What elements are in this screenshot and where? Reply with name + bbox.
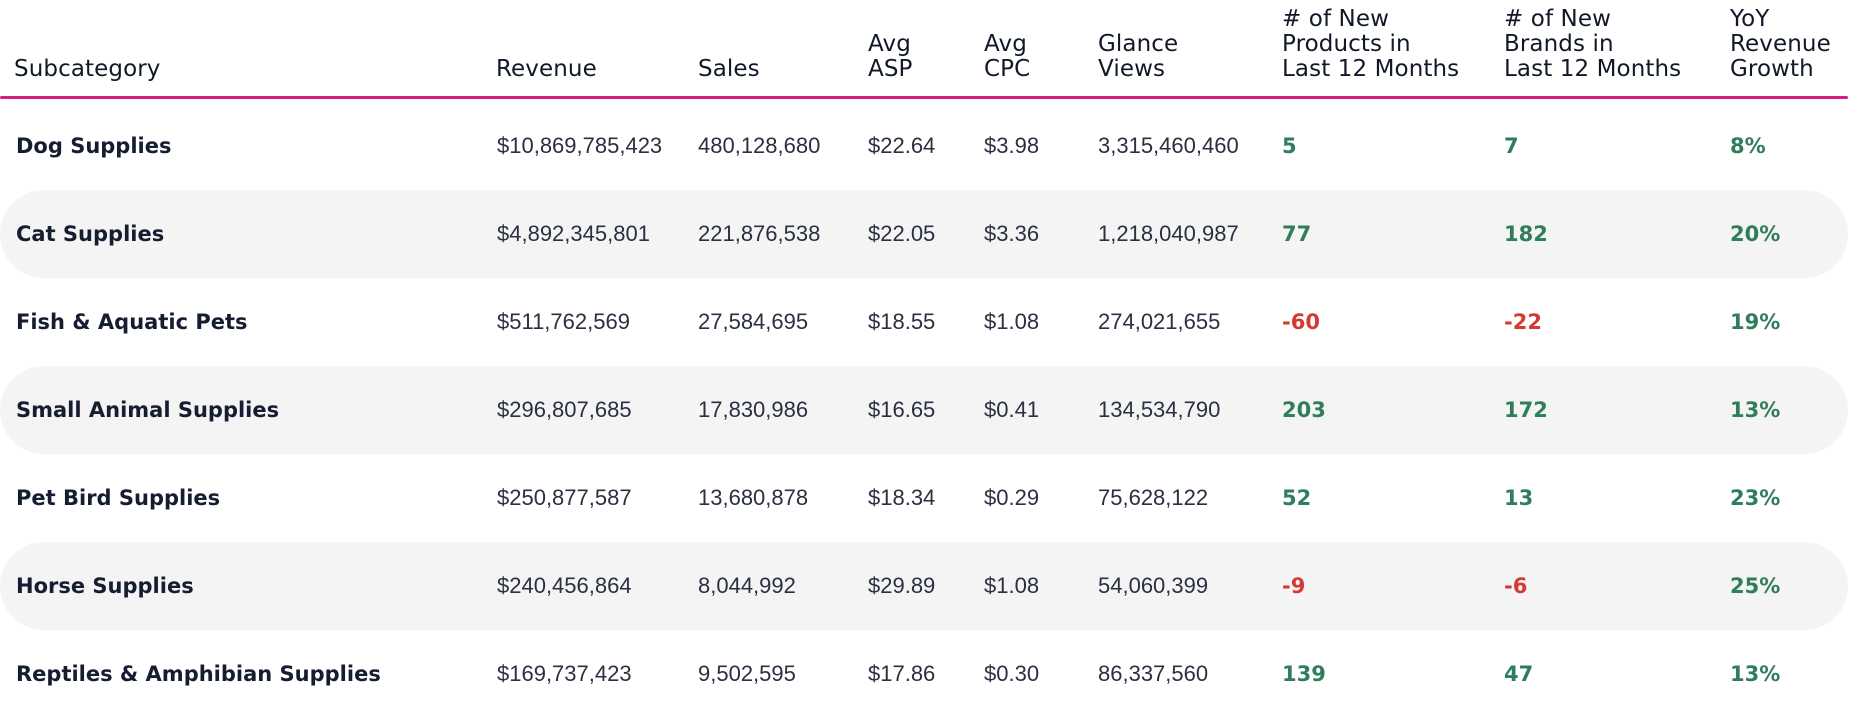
cell-new-brands: -6 <box>1504 574 1528 598</box>
cell-yoy-growth: 13% <box>1730 662 1781 686</box>
cell-sales: 13,680,878 <box>698 485 809 510</box>
cell-subcategory: Cat Supplies <box>16 222 165 246</box>
cell-new-products: 203 <box>1282 398 1326 422</box>
table-row[interactable]: Fish & Aquatic Pets $511,762,569 27,584,69… <box>0 278 1848 366</box>
cell-avg-cpc: $0.29 <box>984 485 1040 510</box>
table-header: Subcategory Revenue Sales Avg ASP Avg CP… <box>0 0 1860 98</box>
column-header-sales[interactable]: Sales <box>698 56 760 82</box>
cell-sales: 480,128,680 <box>698 133 821 158</box>
cell-new-brands: -22 <box>1504 310 1542 334</box>
cell-avg-asp: $17.86 <box>868 661 936 686</box>
cell-avg-cpc: $3.98 <box>984 133 1040 158</box>
column-header-avg-asp[interactable]: Avg ASP <box>868 31 913 82</box>
cell-subcategory: Reptiles & Amphibian Supplies <box>16 662 381 686</box>
cell-new-products: 139 <box>1282 662 1326 686</box>
cell-avg-asp: $22.64 <box>868 133 936 158</box>
table-row[interactable]: Horse Supplies $240,456,864 8,044,992 $29.8… <box>0 542 1848 630</box>
cell-avg-asp: $16.65 <box>868 397 936 422</box>
cell-yoy-growth: 25% <box>1730 574 1781 598</box>
cell-avg-asp: $18.55 <box>868 309 936 334</box>
cell-sales: 8,044,992 <box>698 573 796 598</box>
cell-sales: 17,830,986 <box>698 397 809 422</box>
cell-new-products: -9 <box>1282 574 1306 598</box>
cell-new-brands: 47 <box>1504 662 1534 686</box>
cell-avg-cpc: $0.30 <box>984 661 1040 686</box>
cell-avg-asp: $29.89 <box>868 573 936 598</box>
cell-sales: 9,502,595 <box>698 661 796 686</box>
column-header-new-brands[interactable]: # of New Brands in Last 12 Months <box>1504 6 1682 82</box>
cell-yoy-growth: 13% <box>1730 398 1781 422</box>
cell-revenue: $4,892,345,801 <box>497 221 650 246</box>
table-row[interactable]: Pet Bird Supplies $250,877,587 13,680,878 $… <box>0 454 1848 542</box>
cell-revenue: $511,762,569 <box>497 309 630 334</box>
cell-yoy-growth: 19% <box>1730 310 1781 334</box>
cell-subcategory: Fish & Aquatic Pets <box>16 310 248 334</box>
column-header-new-products[interactable]: # of New Products in Last 12 Months <box>1282 6 1460 82</box>
cell-new-products: 5 <box>1282 134 1297 158</box>
table-row[interactable]: Small Animal Supplies $296,807,685 17,830,… <box>0 366 1848 454</box>
cell-glance-views: 274,021,655 <box>1098 309 1221 334</box>
cell-sales: 27,584,695 <box>698 309 809 334</box>
cell-subcategory: Horse Supplies <box>16 574 194 598</box>
cell-sales: 221,876,538 <box>698 221 821 246</box>
table-row[interactable]: Reptiles & Amphibian Supplies $169,737,42… <box>0 630 1848 718</box>
header-divider <box>0 96 1848 99</box>
cell-revenue: $296,807,685 <box>497 397 632 422</box>
cell-new-brands: 172 <box>1504 398 1548 422</box>
column-header-subcategory[interactable]: Subcategory <box>14 56 161 82</box>
cell-new-products: 52 <box>1282 486 1312 510</box>
cell-new-brands: 13 <box>1504 486 1534 510</box>
cell-new-products: -60 <box>1282 310 1320 334</box>
cell-glance-views: 54,060,399 <box>1098 573 1209 598</box>
column-header-revenue[interactable]: Revenue <box>496 56 597 82</box>
cell-new-brands: 7 <box>1504 134 1519 158</box>
cell-revenue: $250,877,587 <box>497 485 632 510</box>
cell-subcategory: Small Animal Supplies <box>16 398 280 422</box>
column-header-yoy-growth[interactable]: YoY Revenue Growth <box>1730 6 1831 82</box>
cell-subcategory: Pet Bird Supplies <box>16 486 221 510</box>
cell-yoy-growth: 23% <box>1730 486 1781 510</box>
column-header-avg-cpc[interactable]: Avg CPC <box>984 31 1031 82</box>
cell-new-products: 77 <box>1282 222 1312 246</box>
cell-avg-cpc: $1.08 <box>984 573 1040 598</box>
cell-glance-views: 3,315,460,460 <box>1098 133 1239 158</box>
cell-glance-views: 86,337,560 <box>1098 661 1209 686</box>
cell-glance-views: 75,628,122 <box>1098 485 1209 510</box>
table-row[interactable]: Dog Supplies $10,869,785,423 480,128,680 $2… <box>0 102 1848 190</box>
cell-avg-asp: $18.34 <box>868 485 936 510</box>
cell-avg-cpc: $3.36 <box>984 221 1040 246</box>
table-row[interactable]: Cat Supplies $4,892,345,801 221,876,538 $22… <box>0 190 1848 278</box>
cell-new-brands: 182 <box>1504 222 1548 246</box>
column-header-glance-views[interactable]: Glance Views <box>1098 31 1179 82</box>
cell-revenue: $240,456,864 <box>497 573 632 598</box>
cell-revenue: $169,737,423 <box>497 661 632 686</box>
cell-glance-views: 1,218,040,987 <box>1098 221 1239 246</box>
cell-glance-views: 134,534,790 <box>1098 397 1221 422</box>
cell-revenue: $10,869,785,423 <box>497 133 663 158</box>
cell-subcategory: Dog Supplies <box>16 134 172 158</box>
cell-avg-cpc: $0.41 <box>984 397 1040 422</box>
cell-avg-cpc: $1.08 <box>984 309 1040 334</box>
cell-yoy-growth: 8% <box>1730 134 1766 158</box>
cell-avg-asp: $22.05 <box>868 221 936 246</box>
cell-yoy-growth: 20% <box>1730 222 1781 246</box>
